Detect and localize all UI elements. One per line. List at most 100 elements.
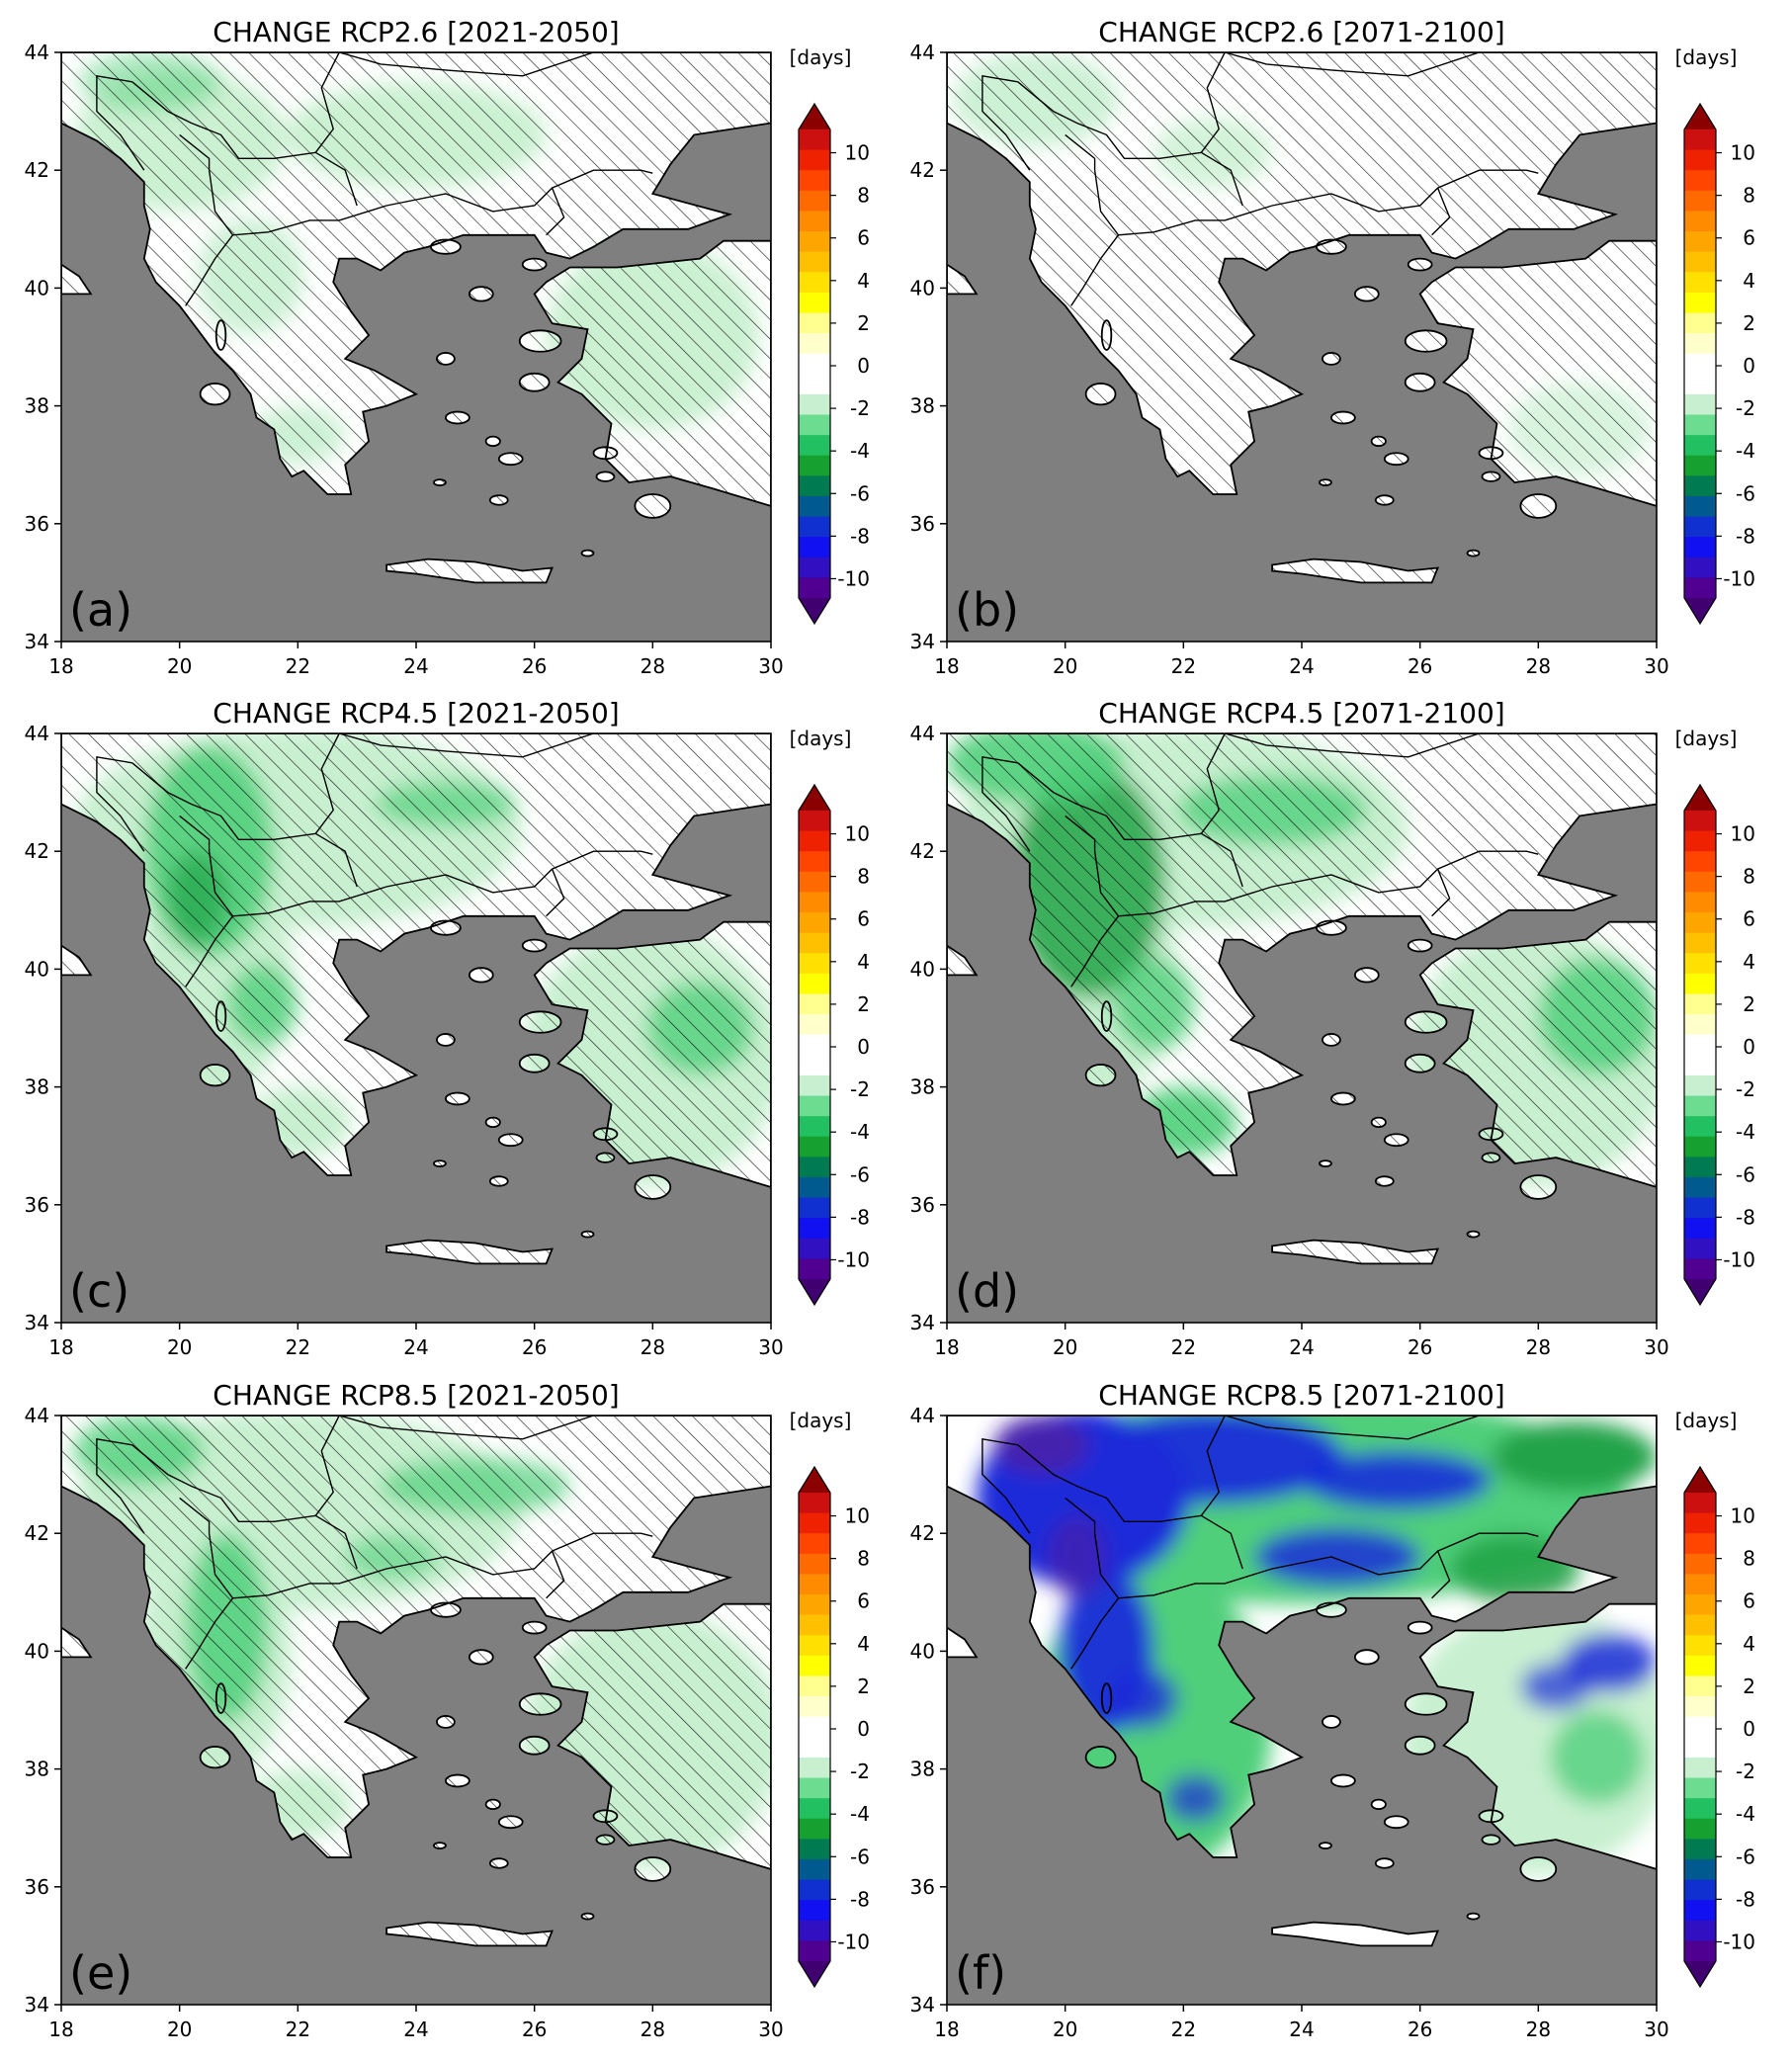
colorbar-segment bbox=[799, 1798, 830, 1820]
colorbar-segment bbox=[799, 1176, 830, 1199]
colorbar-segment bbox=[1684, 537, 1716, 558]
colorbar-segment bbox=[799, 993, 830, 1015]
colorbar-segment bbox=[799, 1533, 830, 1555]
colorbar-segment bbox=[1684, 1655, 1716, 1677]
colorbar-segment bbox=[1684, 1574, 1716, 1595]
colorbar-tick-label: 6 bbox=[857, 226, 870, 250]
colorbar-segment bbox=[1684, 1157, 1716, 1178]
lat-tick-label: 36 bbox=[25, 512, 49, 536]
colorbar-tick-label: 6 bbox=[857, 907, 870, 931]
lon-tick-label: 30 bbox=[1644, 654, 1668, 678]
colorbar-segment bbox=[799, 1574, 830, 1595]
colorbar-segment bbox=[799, 871, 830, 894]
colorbar-segment bbox=[799, 953, 830, 975]
lat-tick-label: 40 bbox=[910, 1639, 935, 1663]
colorbar-segment bbox=[799, 1655, 830, 1677]
colorbar-min-arrow bbox=[1684, 1279, 1716, 1305]
colorbar-tick-label: 10 bbox=[1731, 822, 1755, 846]
colorbar-tick-label: -10 bbox=[1723, 1247, 1755, 1271]
colorbar-segment bbox=[799, 1614, 830, 1636]
colorbar-segment bbox=[799, 211, 830, 232]
colorbar-segment bbox=[1684, 435, 1716, 457]
anomaly-region bbox=[1520, 1663, 1592, 1711]
colorbar-tick-label: -2 bbox=[1736, 1077, 1755, 1101]
lat-tick-label: 44 bbox=[25, 41, 49, 64]
colorbar-unit: [days] bbox=[1675, 727, 1738, 750]
colorbar-segment bbox=[1684, 455, 1716, 476]
map-panel-e: CHANGE RCP8.5 [2021-2050](e)18 20 22 24 26 28… bbox=[25, 1379, 870, 2041]
colorbar-segment bbox=[1684, 851, 1716, 873]
lat-tick-label: 44 bbox=[910, 41, 935, 64]
colorbar-tick-label: -2 bbox=[1736, 396, 1755, 420]
colorbar-tick-label: 8 bbox=[857, 1547, 870, 1571]
lat-tick-label: 42 bbox=[910, 839, 935, 863]
colorbar-segment bbox=[1684, 251, 1716, 273]
lon-tick-label: 26 bbox=[522, 1335, 547, 1359]
map-area bbox=[947, 733, 1657, 1323]
colorbar-tick-label: 6 bbox=[1743, 226, 1755, 250]
colorbar-segment bbox=[799, 1737, 830, 1759]
colorbar-segment bbox=[799, 170, 830, 192]
coastlines bbox=[947, 733, 1657, 1265]
colorbar-max-arrow bbox=[799, 104, 830, 129]
anomaly-region bbox=[1550, 1710, 1646, 1805]
lat-tick-label: 34 bbox=[25, 630, 49, 653]
colorbar-segment bbox=[799, 912, 830, 934]
colorbar-segment bbox=[1684, 1940, 1716, 1962]
colorbar-segment bbox=[1684, 871, 1716, 894]
colorbar-segment bbox=[1684, 1858, 1716, 1881]
colorbar-segment bbox=[799, 932, 830, 954]
country-borders bbox=[981, 52, 1539, 306]
colorbar-segment bbox=[799, 1818, 830, 1840]
colorbar-segment bbox=[799, 1014, 830, 1036]
colorbar-tick-label: 0 bbox=[857, 1717, 870, 1741]
lon-tick-label: 28 bbox=[1526, 654, 1551, 678]
lat-tick-label: 36 bbox=[910, 512, 935, 536]
colorbar-tick-label: -6 bbox=[1736, 481, 1755, 505]
anomaly-region bbox=[1165, 1774, 1226, 1823]
colorbar-min-arrow bbox=[799, 1279, 830, 1305]
colorbar-tick-label: -8 bbox=[850, 1887, 870, 1911]
colorbar-segment bbox=[1684, 993, 1716, 1015]
colorbar-tick-label: 4 bbox=[857, 269, 870, 293]
colorbar-tick-label: 10 bbox=[1731, 1504, 1755, 1528]
lon-tick-label: 20 bbox=[1053, 2018, 1077, 2041]
lat-tick-label: 38 bbox=[910, 1075, 935, 1099]
colorbar-segment bbox=[799, 149, 830, 171]
coastlines bbox=[61, 52, 771, 584]
colorbar-tick-label: 0 bbox=[1743, 1035, 1755, 1059]
colorbar-segment bbox=[1684, 272, 1716, 294]
colorbar-segment bbox=[1684, 1095, 1716, 1117]
colorbar-tick-label: 10 bbox=[845, 141, 870, 165]
lon-tick-label: 18 bbox=[48, 654, 73, 678]
panel-letter: (a) bbox=[69, 583, 132, 637]
colorbar-tick-label: 2 bbox=[857, 992, 870, 1016]
colorbar-segment bbox=[799, 374, 830, 395]
colorbar-segment bbox=[799, 1493, 830, 1514]
colorbar-segment bbox=[1684, 1218, 1716, 1240]
coastlines bbox=[61, 733, 771, 1265]
colorbar-segment bbox=[1684, 292, 1716, 314]
colorbar-segment bbox=[799, 393, 830, 416]
colorbar-tick-label: 2 bbox=[1743, 311, 1755, 335]
colorbar-segment bbox=[799, 851, 830, 873]
lon-tick-label: 20 bbox=[1053, 654, 1077, 678]
panel-letter: (b) bbox=[955, 583, 1019, 637]
lon-tick-label: 24 bbox=[1289, 2018, 1314, 2041]
anomaly-region bbox=[1082, 1416, 1343, 1504]
colorbar-segment bbox=[799, 1594, 830, 1616]
lat-tick-label: 36 bbox=[910, 1193, 935, 1217]
colorbar-segment bbox=[799, 455, 830, 476]
lat-tick-label: 44 bbox=[25, 1404, 49, 1427]
country-borders bbox=[981, 733, 1539, 988]
colorbar-segment bbox=[1684, 211, 1716, 232]
colorbar-segment bbox=[799, 333, 830, 355]
colorbar-segment bbox=[1684, 1074, 1716, 1097]
colorbar-tick-label: -4 bbox=[850, 1120, 870, 1144]
lat-tick-label: 34 bbox=[910, 1993, 935, 2017]
colorbar-tick-label: 10 bbox=[845, 1504, 870, 1528]
colorbar-tick-label: 6 bbox=[1743, 1589, 1755, 1613]
colorbar-tick-label: 0 bbox=[857, 354, 870, 378]
colorbar-segment bbox=[799, 129, 830, 151]
